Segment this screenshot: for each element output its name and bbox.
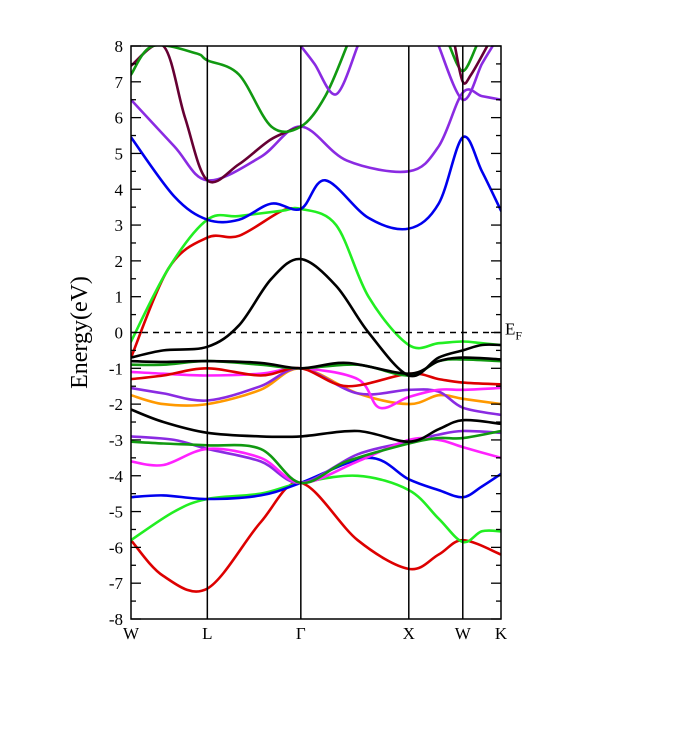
- band-line: [131, 408, 501, 444]
- y-axis: 8 7 6 5 4 3 2 1 0 -1 -2 -3 -4 -5 -6 -7 -8: [109, 37, 501, 629]
- band-line: [131, 366, 501, 410]
- band-line: [131, 366, 501, 388]
- band-line: [131, 46, 349, 134]
- y-tick-label: 6: [115, 109, 124, 128]
- y-tick-label: 1: [115, 288, 124, 307]
- y-axis-title: Energy(eV): [67, 276, 93, 389]
- band-line: [453, 46, 489, 85]
- band-line: [131, 356, 501, 376]
- x-tick-label: Γ: [296, 624, 306, 643]
- y-tick-label: -4: [109, 467, 124, 486]
- band-line: [131, 135, 501, 231]
- band-line: [131, 436, 501, 485]
- band-line: [131, 206, 501, 350]
- x-tick-label: X: [403, 624, 415, 643]
- x-tick-label: W: [455, 624, 472, 643]
- y-tick-label: 3: [115, 216, 124, 235]
- y-tick-label: -6: [109, 538, 123, 557]
- y-tick-label: -1: [109, 359, 123, 378]
- band-lines: [131, 46, 501, 593]
- x-tick-label: K: [495, 624, 508, 643]
- band-line: [131, 88, 501, 182]
- x-tick-label: W: [123, 624, 140, 643]
- y-tick-label: 4: [115, 180, 124, 199]
- band-line: [437, 46, 494, 101]
- band-line: [131, 481, 501, 593]
- y-tick-label: 2: [115, 252, 124, 271]
- band-line: [131, 474, 501, 544]
- y-tick-label: -2: [109, 395, 123, 414]
- band-line: [299, 46, 359, 96]
- y-tick-label: -3: [109, 431, 123, 450]
- y-tick-label: 7: [115, 73, 124, 92]
- band-line: [131, 46, 303, 184]
- y-tick-label: -7: [109, 574, 124, 593]
- y-tick-label: 5: [115, 144, 124, 163]
- y-tick-label: 0: [115, 324, 124, 343]
- y-tick-label: -8: [109, 610, 123, 629]
- y-tick-label: -5: [109, 503, 123, 522]
- y-tick-label: 8: [115, 37, 124, 56]
- fermi-level-label: EF: [505, 320, 522, 343]
- band-line: [131, 206, 303, 359]
- x-tick-label: L: [202, 624, 212, 643]
- band-line: [131, 429, 501, 485]
